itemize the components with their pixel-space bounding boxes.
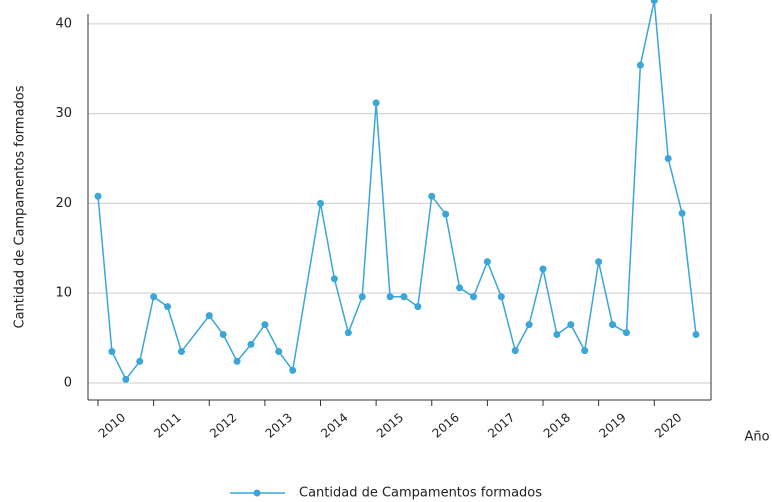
x-tick-label: 2020 <box>652 410 684 440</box>
point <box>164 303 172 311</box>
x-tick-label: 2018 <box>541 410 573 440</box>
point <box>177 348 185 356</box>
point <box>442 210 450 218</box>
point <box>428 192 436 200</box>
point <box>150 293 158 301</box>
point <box>483 258 491 266</box>
y-tick-label: 0 <box>64 375 72 390</box>
point <box>108 348 116 356</box>
point <box>219 330 227 338</box>
y-tick-label: 30 <box>55 106 72 121</box>
x-axis-label: Año <box>744 430 769 445</box>
point <box>414 303 422 311</box>
point <box>539 265 547 273</box>
point <box>372 99 380 107</box>
point <box>317 199 325 207</box>
x-tick-label: 2019 <box>596 410 628 440</box>
point <box>386 293 394 301</box>
point <box>94 192 102 200</box>
point <box>456 284 464 292</box>
point <box>358 293 366 301</box>
point <box>622 329 630 337</box>
point <box>595 258 603 266</box>
x-tick-label: 2010 <box>96 410 128 440</box>
legend-label: Cantidad de Campamentos formados <box>299 486 542 501</box>
point <box>330 275 338 283</box>
x-tick-label: 2014 <box>318 410 350 440</box>
point <box>289 366 297 374</box>
y-tick-label: 40 <box>55 16 72 31</box>
y-tick-label: 20 <box>55 196 72 211</box>
point <box>511 347 519 355</box>
point <box>553 330 561 338</box>
point <box>497 293 505 301</box>
point <box>233 357 241 365</box>
point <box>261 321 269 329</box>
point <box>122 375 130 383</box>
point <box>469 293 477 301</box>
point <box>664 155 672 163</box>
point <box>567 321 575 329</box>
x-tick-label: 2015 <box>374 410 406 440</box>
line <box>97 0 697 381</box>
x-tick-label: 2016 <box>430 410 462 440</box>
y-axis-label: Cantidad de Campamentos formados <box>13 85 28 328</box>
y-tick-label: 10 <box>55 286 72 301</box>
x-tick-label: 2012 <box>207 410 239 440</box>
point <box>525 321 533 329</box>
point <box>275 348 283 356</box>
point <box>650 0 658 5</box>
point <box>581 347 589 355</box>
point <box>344 329 352 337</box>
x-tick-label: 2011 <box>151 410 183 440</box>
point <box>678 209 686 217</box>
point <box>400 293 408 301</box>
point <box>609 321 617 329</box>
point <box>136 357 144 365</box>
point <box>692 330 700 338</box>
legend-marker <box>253 489 261 497</box>
point <box>636 61 644 69</box>
x-tick-label: 2013 <box>263 410 295 440</box>
x-tick-label: 2017 <box>485 410 517 440</box>
point <box>205 312 213 320</box>
point <box>247 340 255 348</box>
